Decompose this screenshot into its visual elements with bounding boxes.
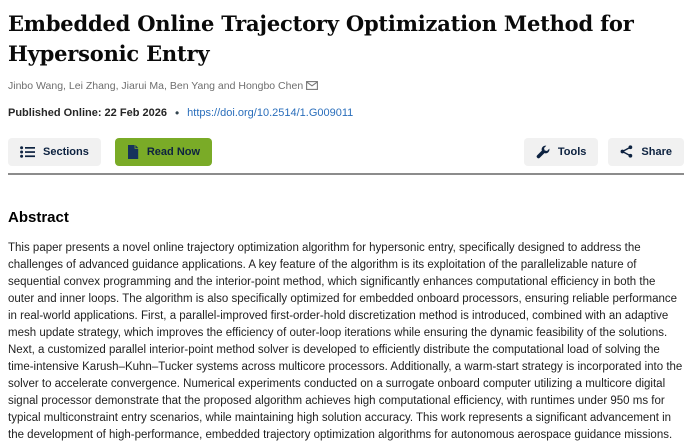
read-now-button[interactable]: Read Now — [114, 137, 213, 166]
share-button-label: Share — [641, 145, 672, 158]
section-divider — [8, 172, 684, 175]
wrench-icon — [536, 145, 550, 159]
author-names: Jinbo Wang, Lei Zhang, Jiarui Ma, Ben Ya… — [8, 79, 304, 92]
abstract-text: This paper presents a novel online traje… — [8, 241, 683, 441]
article-toolbar: Sections Read Now Tools — [8, 137, 684, 166]
page-title: Embedded Online Trajectory Optimization … — [8, 11, 634, 66]
share-button[interactable]: Share — [608, 137, 684, 166]
published-date: Published Online: 22 Feb 2026 — [8, 106, 167, 119]
tools-button[interactable]: Tools — [523, 137, 599, 166]
sections-button[interactable]: Sections — [8, 137, 101, 166]
list-icon — [20, 145, 35, 158]
envelope-icon[interactable] — [306, 81, 319, 91]
separator-bullet: • — [174, 105, 180, 120]
abstract-heading: Abstract — [8, 208, 69, 226]
document-icon — [127, 144, 139, 159]
publication-info: Published Online: 22 Feb 2026 • https://… — [8, 106, 684, 120]
read-now-button-label: Read Now — [146, 145, 201, 158]
author-line: Jinbo Wang, Lei Zhang, Jiarui Ma, Ben Ya… — [8, 80, 684, 92]
tools-button-label: Tools — [557, 145, 587, 158]
sections-button-label: Sections — [43, 145, 89, 158]
doi-link[interactable]: https://doi.org/10.2514/1.G009011 — [187, 106, 354, 119]
toolbar-right-group: Tools Share — [523, 137, 684, 166]
share-icon — [620, 145, 633, 158]
